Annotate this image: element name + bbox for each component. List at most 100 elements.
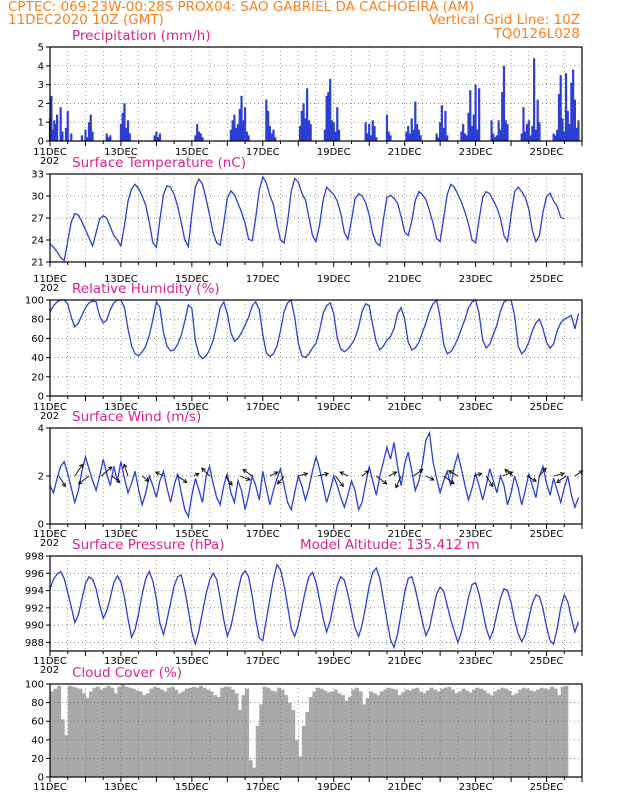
wind-vector-head (395, 483, 400, 489)
cloud-bar (85, 697, 90, 777)
precip-bar (387, 131, 390, 141)
cloud-panel: 0 20 40 60 80 100 11DEC 13DEC 15DEC 17DEC 19DEC 21D… (25, 665, 583, 793)
wind-vector (298, 472, 308, 477)
precip-bar (157, 137, 160, 141)
y-tick-label: 20 (31, 372, 44, 383)
precip-bar (50, 95, 53, 141)
precip-bar (442, 127, 445, 141)
year-label-clipped: 202 (40, 156, 59, 167)
precip-bar (375, 137, 378, 141)
wind-vector-head (418, 468, 424, 474)
cloud-bar (411, 688, 416, 777)
cloud-bar (294, 739, 299, 777)
cloud-bar (298, 756, 303, 777)
precip-bar (472, 114, 475, 141)
cloud-bar (230, 689, 235, 777)
cloud-bar (468, 692, 473, 777)
cloud-bar (344, 700, 349, 777)
cloud-bar (156, 687, 161, 777)
precip-bar (66, 110, 69, 141)
wind-vector-head (556, 478, 561, 484)
wind-vector-head (542, 467, 547, 473)
cloud-bar (131, 688, 136, 777)
y-tick-label: 60 (31, 334, 44, 345)
cloud-bar (351, 689, 356, 777)
x-tick-label: 13DEC (104, 529, 138, 540)
y-tick-label: 1 (38, 118, 44, 129)
cloud-bar (252, 767, 257, 777)
wind-vector-head (115, 478, 121, 484)
precip-bar (369, 135, 373, 141)
wind-vector-head (228, 481, 233, 486)
cloud-bar (450, 689, 455, 777)
precip-bar (564, 73, 568, 141)
y-tick-label: 990 (25, 621, 44, 632)
cloud-bar (404, 689, 409, 777)
wind-vector-head (276, 479, 282, 485)
wind-title: Surface Wind (m/s) (72, 409, 201, 425)
y-tick-label: 33 (31, 170, 44, 181)
y-tick-label: 80 (31, 698, 44, 709)
precip-bar (327, 92, 330, 141)
precip-bar (268, 125, 271, 141)
cloud-bar (560, 686, 565, 777)
cloud-bar (408, 690, 413, 777)
wind-vector (413, 469, 423, 477)
x-tick-label: 11DEC (33, 274, 67, 285)
precip-bar (474, 84, 477, 141)
precip-bar (538, 122, 541, 141)
x-tick-label: 13DEC (104, 402, 138, 413)
wind-vector (335, 475, 344, 487)
precip-bar (463, 133, 467, 141)
precip-bar (155, 131, 158, 141)
wind-vector (225, 475, 233, 486)
cloud-bar (273, 691, 278, 777)
x-tick-label: 23DEC (459, 656, 493, 667)
y-tick-label: 40 (31, 353, 44, 364)
precip-bar (128, 133, 131, 141)
precip-bar (419, 135, 422, 141)
precip-bar (417, 129, 420, 141)
precip-bar (368, 124, 371, 141)
precip-bar (323, 129, 326, 141)
precip-bar (55, 114, 59, 141)
wind-vector-head (392, 471, 398, 476)
x-tick-label: 15DEC (175, 529, 209, 540)
precip-bar (575, 127, 578, 141)
wind-vector (74, 464, 84, 477)
wind-vector-head (107, 466, 113, 471)
cloud-bar (64, 735, 69, 777)
precip-bar (469, 90, 472, 141)
wind-vector-head (77, 479, 83, 485)
cloud-bar (482, 690, 487, 777)
x-tick-label: 23DEC (459, 529, 493, 540)
cloud-bar (496, 689, 501, 777)
cloud-bar (429, 687, 434, 777)
header-grid-line: Vertical Grid Line: 10Z (429, 12, 580, 28)
cloud-bar (96, 686, 101, 777)
x-tick-label: 25DEC (530, 147, 564, 158)
precip-bar (492, 133, 495, 141)
wind-vector-head (273, 471, 279, 476)
cloud-bar (333, 689, 338, 777)
cloud-bar (266, 687, 271, 777)
cloud-bar (149, 688, 154, 777)
cloud-bar (425, 690, 430, 777)
precip-bar (86, 137, 89, 141)
precip-bar (245, 131, 248, 141)
cloud-bar (394, 689, 399, 777)
cloud-bar (475, 687, 480, 777)
wind-vector-head (382, 479, 388, 485)
cloud-bar (535, 689, 540, 777)
x-tick-label: 25DEC (530, 782, 564, 793)
x-tick-label: 21DEC (388, 274, 422, 285)
cloud-bar (177, 693, 182, 777)
precip-bar (435, 133, 438, 141)
precip-bar (304, 118, 307, 141)
wind-vector-head (489, 482, 494, 488)
precipitation-title: Precipitation (mm/h) (72, 28, 211, 44)
cloud-bar (202, 687, 207, 777)
precip-bar (51, 129, 54, 141)
precip-bar (89, 114, 92, 141)
